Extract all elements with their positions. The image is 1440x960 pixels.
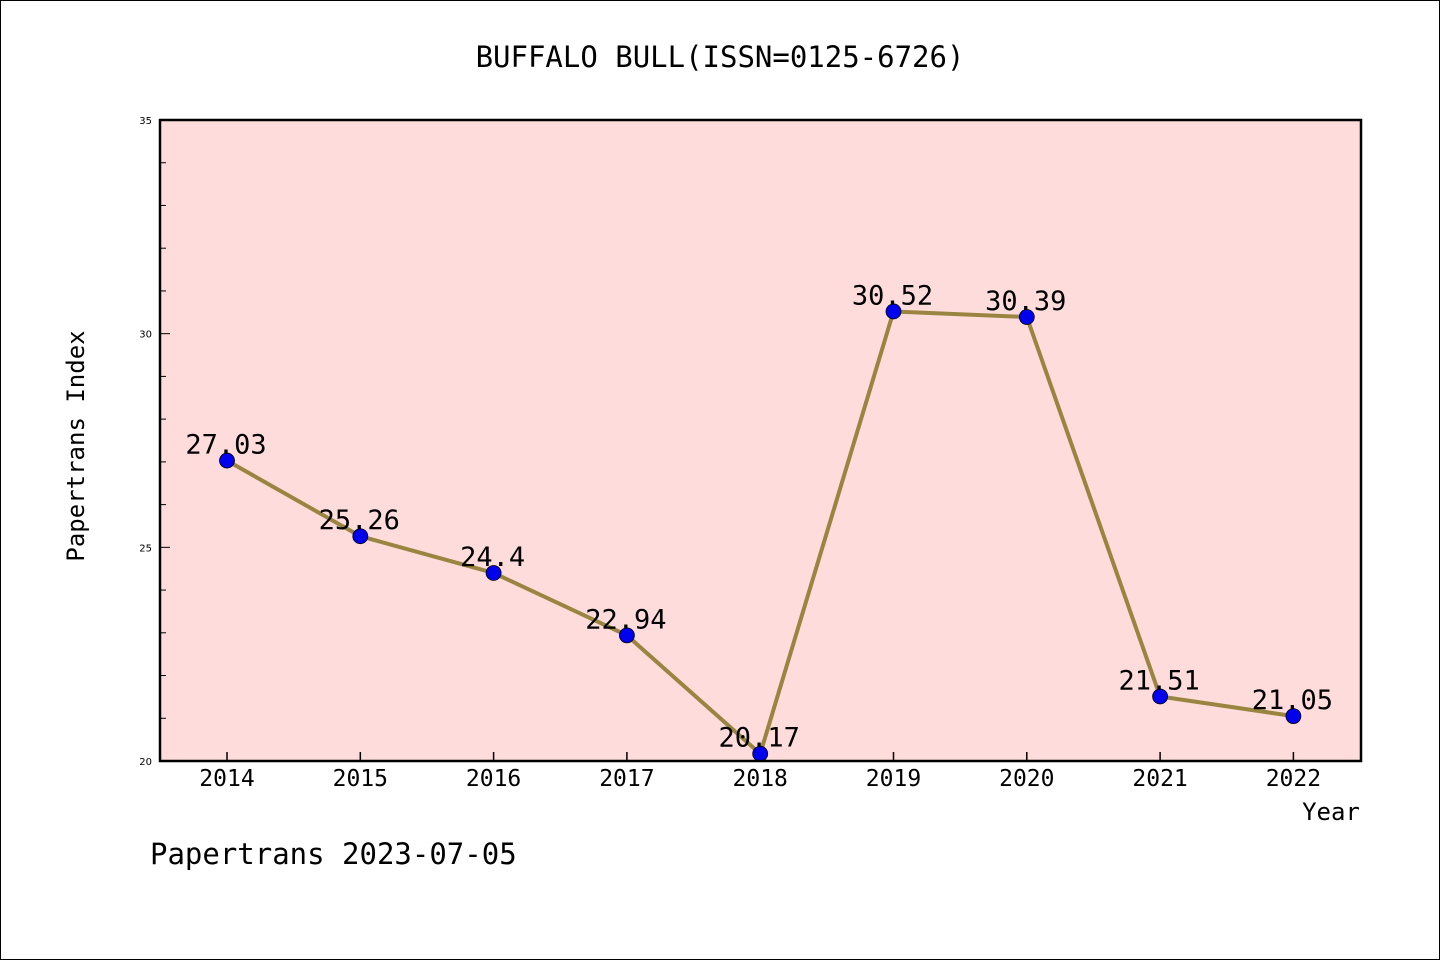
chart-title: BUFFALO BULL(ISSN=0125-6726) xyxy=(476,40,965,74)
x-tick-label: 2017 xyxy=(599,766,654,792)
data-label: 21.51 xyxy=(1118,665,1199,696)
x-tick-label: 2021 xyxy=(1132,766,1187,792)
plot-background xyxy=(160,120,1361,761)
data-label: 22.94 xyxy=(585,604,666,635)
data-label: 20.17 xyxy=(719,723,800,754)
data-point xyxy=(1285,708,1302,725)
data-point xyxy=(485,565,502,581)
y-tick-label: 20 xyxy=(139,757,152,768)
data-label: 21.05 xyxy=(1252,685,1333,716)
x-tick-label: 2020 xyxy=(999,766,1054,792)
x-tick-label: 2016 xyxy=(466,766,521,792)
data-label: 25.26 xyxy=(319,505,400,536)
x-axis: 2014 2015 2016 2017 2018 2019 2020 2021 2022 xyxy=(199,752,1321,792)
data-point xyxy=(619,627,635,644)
data-point xyxy=(1152,688,1168,705)
data-point xyxy=(885,303,902,320)
x-tick-label: 2018 xyxy=(733,766,788,792)
y-tick-label: 30 xyxy=(139,330,152,341)
y-tick-label: 25 xyxy=(139,543,152,554)
y-axis-label: Papertrans Index xyxy=(62,330,90,561)
data-label: 24.4 xyxy=(460,542,525,573)
data-labels: 27.03 25.26 24.4 22.94 20.17 30.52 30.39 21.51 2… xyxy=(185,280,1333,753)
x-tick-label: 2019 xyxy=(866,766,921,792)
plot-border xyxy=(158,118,1363,763)
x-axis-label: Year xyxy=(1302,798,1360,826)
data-points xyxy=(219,303,1302,762)
data-point xyxy=(219,452,235,469)
x-tick-label: 2015 xyxy=(333,766,388,792)
data-label: 30.39 xyxy=(985,286,1066,317)
data-label: 27.03 xyxy=(185,430,266,461)
data-label: 30.52 xyxy=(852,280,933,311)
data-point xyxy=(352,528,369,545)
y-tick-label: 35 xyxy=(139,116,152,127)
footer-caption: Papertrans 2023-07-05 xyxy=(150,837,517,871)
x-tick-label: 2014 xyxy=(199,766,254,792)
x-tick-label: 2022 xyxy=(1266,766,1321,792)
data-point xyxy=(1018,309,1035,325)
